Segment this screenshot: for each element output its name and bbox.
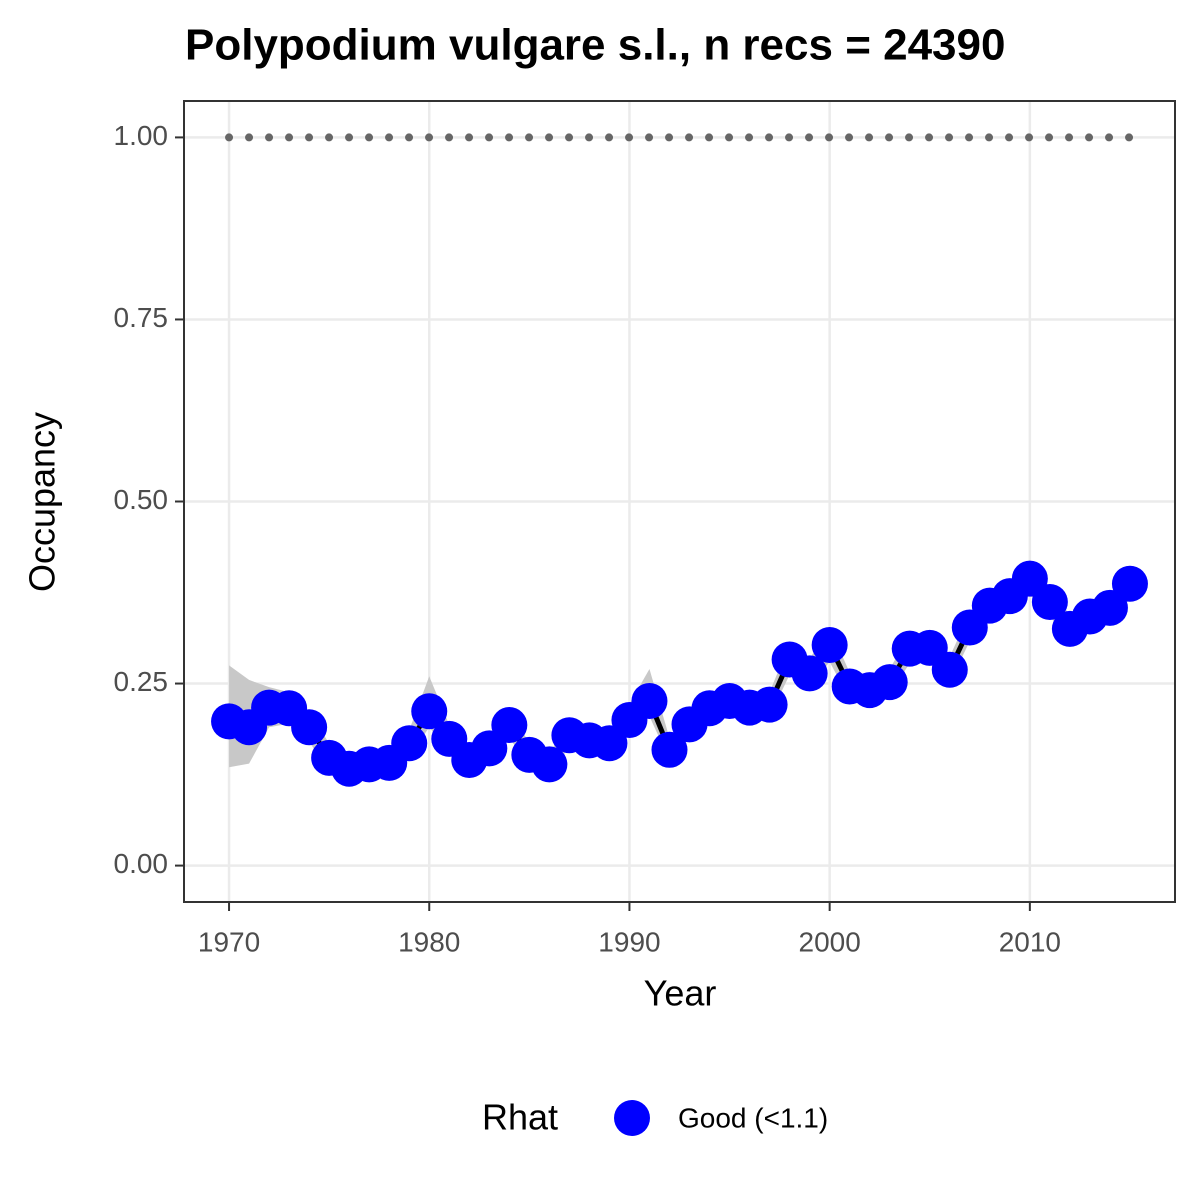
x-tick-label: 2000 — [799, 926, 861, 957]
point — [871, 664, 908, 701]
y-tick-label: 0.00 — [114, 848, 169, 879]
x-tick-label: 2010 — [999, 926, 1061, 957]
point — [1011, 560, 1048, 597]
point — [1031, 583, 1068, 620]
x-tick-label: 1980 — [398, 926, 460, 957]
point — [791, 655, 828, 692]
y-tick-label: 0.50 — [114, 484, 169, 515]
legend-title: Rhat — [482, 1097, 558, 1138]
chart-title: Polypodium vulgare s.l., n recs = 24390 — [185, 21, 1005, 70]
point — [291, 709, 328, 746]
legend-label: Good (<1.1) — [678, 1102, 828, 1133]
point — [531, 746, 568, 783]
x-axis-title: Year — [644, 973, 717, 1014]
point — [411, 693, 448, 730]
point — [471, 730, 508, 767]
y-axis-title: Occupancy — [22, 412, 63, 592]
point — [751, 686, 788, 723]
point — [591, 725, 628, 762]
x-tick-label: 1970 — [198, 926, 260, 957]
point — [491, 707, 528, 744]
point — [1111, 565, 1148, 602]
point — [1091, 589, 1128, 626]
point — [631, 683, 668, 720]
y-tick-label: 1.00 — [114, 120, 169, 151]
y-tick-label: 0.25 — [114, 666, 169, 697]
y-tick-label: 0.75 — [114, 302, 169, 333]
point — [391, 725, 428, 762]
legend-marker — [614, 1100, 650, 1136]
point — [651, 731, 688, 768]
point — [931, 651, 968, 688]
panel-border — [183, 100, 1176, 903]
point — [811, 626, 848, 663]
x-tick-label: 1990 — [598, 926, 660, 957]
